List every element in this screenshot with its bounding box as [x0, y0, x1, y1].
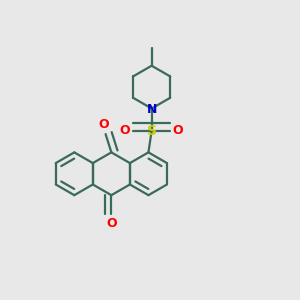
- Text: O: O: [99, 118, 110, 131]
- Text: S: S: [147, 124, 157, 138]
- Text: N: N: [146, 103, 157, 116]
- Text: O: O: [173, 124, 183, 137]
- Text: O: O: [120, 124, 130, 137]
- Text: O: O: [106, 218, 117, 230]
